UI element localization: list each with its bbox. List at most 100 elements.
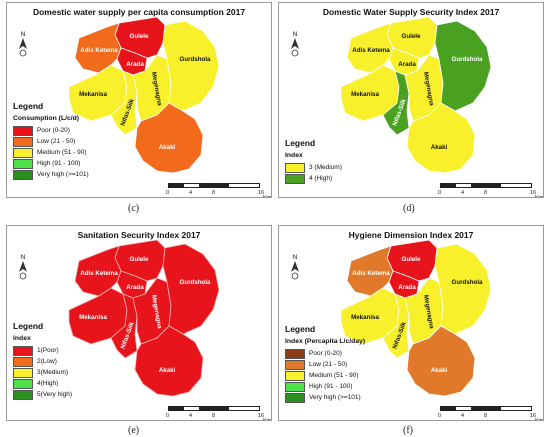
- district-label-gulele: Gulele: [130, 33, 149, 40]
- legend-label: Medium (51 - 90): [37, 149, 87, 156]
- district-gurdshola: [434, 243, 492, 335]
- district-label-gurdshola: Gurdshola: [452, 279, 483, 286]
- legend-swatch: [285, 392, 305, 403]
- legend-item: Medium (51 - 90): [285, 370, 365, 381]
- district-akaki: [406, 102, 476, 174]
- legend-label: Medium (51 - 90): [309, 372, 359, 379]
- scale-unit: Km: [535, 418, 544, 421]
- legend-item: Low (21 - 50): [285, 359, 365, 370]
- legend-title: Legend: [285, 138, 316, 148]
- legend-swatch: [13, 356, 33, 367]
- legend-item: 3(Medium): [13, 367, 72, 378]
- district-gurdshola: [162, 20, 220, 112]
- scale-tick: 0: [166, 413, 170, 419]
- legend-swatch: [13, 147, 33, 158]
- scale-tick: 4: [461, 190, 465, 196]
- north-arrow-icon: N: [19, 255, 27, 280]
- scale-tick: 16: [258, 190, 265, 196]
- legend-swatch: [13, 378, 33, 389]
- legend-item: 1(Poor): [13, 345, 72, 356]
- district-label-arada: Arada: [126, 61, 144, 68]
- legend-label: High (91 - 100): [37, 160, 81, 167]
- map-legend: Legend Index (Percapita L/c/day) Poor (0-2…: [285, 324, 365, 403]
- scale-bar: 0 4 8 16 Km: [438, 406, 543, 420]
- district-label-adis-ketema: Adis Ketema: [80, 270, 118, 277]
- scale-tick: 8: [484, 413, 488, 419]
- scale-bar-graphic: [440, 183, 532, 188]
- legend-swatch: [285, 173, 305, 184]
- scale-bar: 0 4 8 16 Km: [166, 183, 271, 197]
- scale-tick: 0: [438, 190, 442, 196]
- map-legend: Legend Index 3 (Medium) 4 (High): [285, 138, 342, 184]
- district-label-gulele: Gulele: [402, 33, 421, 40]
- legend-title: Legend: [13, 101, 44, 111]
- legend-swatch: [285, 359, 305, 370]
- legend-item: Very high (>=101): [13, 169, 89, 180]
- legend-heading: Index: [285, 152, 303, 159]
- scale-tick: 0: [438, 413, 442, 419]
- district-label-akaki: Akaki: [159, 367, 176, 374]
- legend-swatch: [13, 125, 33, 136]
- legend-swatch: [13, 367, 33, 378]
- district-label-arada: Arada: [126, 284, 144, 291]
- scale-tick: 8: [484, 190, 488, 196]
- district-akaki: [134, 325, 204, 397]
- scale-tick: 4: [461, 413, 465, 419]
- district-label-mekanisa: Mekanisa: [351, 314, 379, 321]
- district-label-gulele: Gulele: [402, 256, 421, 263]
- legend-label: 4(High): [37, 380, 59, 387]
- legend-label: Poor (0-20): [309, 350, 342, 357]
- scale-tick: 16: [530, 413, 537, 419]
- legend-item: Low (21 - 50): [13, 136, 89, 147]
- scale-bar-graphic: [168, 183, 260, 188]
- legend-heading: Index (Percapita L/c/day): [285, 338, 366, 345]
- legend-swatch: [285, 162, 305, 173]
- north-arrow-icon: N: [291, 255, 299, 280]
- legend-label: 1(Poor): [37, 347, 59, 354]
- district-label-mekanisa: Mekanisa: [79, 91, 107, 98]
- scale-tick: 4: [189, 413, 193, 419]
- scale-tick: 0: [166, 190, 170, 196]
- legend-swatch: [13, 136, 33, 147]
- scale-tick: 4: [189, 190, 193, 196]
- legend-item: 2(Low): [13, 356, 72, 367]
- legend-swatch: [13, 169, 33, 180]
- scale-bar: 0 4 8 16 Km: [166, 406, 271, 420]
- legend-label: 4 (High): [309, 175, 333, 182]
- north-arrow-icon: N: [291, 32, 299, 57]
- legend-item: 3 (Medium): [285, 162, 342, 173]
- legend-swatch: [13, 158, 33, 169]
- legend-label: Very high (>=101): [309, 394, 361, 401]
- map-legend: Legend Index 1(Poor) 2(Low) 3(Medium) 4(High)…: [13, 321, 72, 400]
- district-label-arada: Arada: [398, 61, 416, 68]
- legend-swatch: [285, 370, 305, 381]
- north-label: N: [21, 255, 25, 261]
- caption-e: (e): [128, 425, 140, 436]
- legend-item: High (91 - 100): [285, 381, 365, 392]
- legend-label: 3 (Medium): [309, 164, 342, 171]
- legend-item: Poor (0-20): [13, 125, 89, 136]
- legend-label: 2(Low): [37, 358, 57, 365]
- legend-title: Legend: [285, 324, 316, 334]
- district-label-adis-ketema: Adis Ketema: [352, 270, 390, 277]
- district-akaki: [406, 325, 476, 397]
- scale-bar-graphic: [168, 406, 260, 411]
- district-gurdshola: [434, 20, 492, 112]
- caption-d: (d): [403, 203, 415, 214]
- north-label: N: [21, 32, 25, 38]
- legend-heading: Index: [13, 335, 31, 342]
- legend-swatch: [285, 381, 305, 392]
- panel-title: Sanitation Security Index 2017: [77, 230, 201, 240]
- legend-item: 5(Very high): [13, 389, 72, 400]
- legend-label: Very high (>=101): [37, 171, 89, 178]
- map-panel-e: Sanitation Security Index 2017 N Gulele A…: [6, 225, 272, 421]
- panel-title: Domestic Water Supply Security Index 201…: [322, 7, 500, 17]
- legend-title: Legend: [13, 321, 44, 331]
- legend-label: 5(Very high): [37, 391, 73, 398]
- legend-label: Poor (0-20): [37, 127, 70, 134]
- panel-title: Hygiene Dimension Index 2017: [348, 230, 474, 240]
